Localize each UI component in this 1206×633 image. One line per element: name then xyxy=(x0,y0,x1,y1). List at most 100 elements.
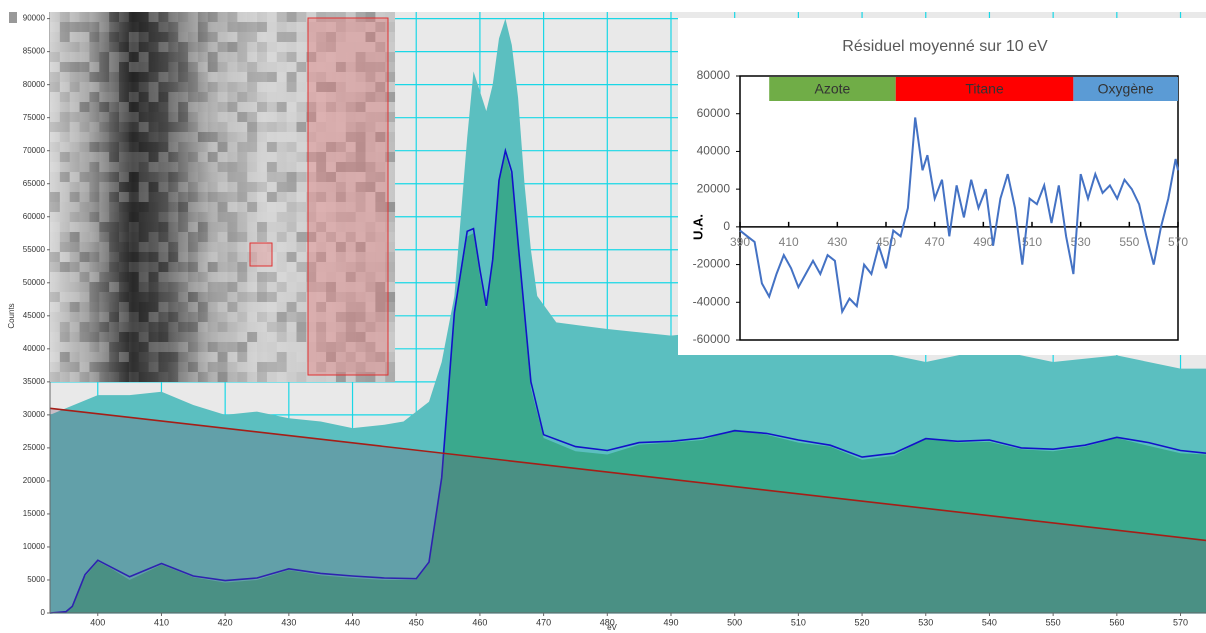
map-pixel xyxy=(59,72,70,82)
map-pixel xyxy=(266,172,277,182)
map-pixel xyxy=(335,42,346,52)
map-pixel xyxy=(277,142,287,152)
map-pixel xyxy=(149,322,159,332)
map-pixel xyxy=(257,22,267,32)
map-pixel xyxy=(306,362,317,372)
spectrum-line xyxy=(49,147,1206,614)
map-pixel xyxy=(188,272,198,282)
map-pixel xyxy=(70,162,80,172)
map-pixel xyxy=(79,222,90,232)
map-pixel xyxy=(138,262,149,272)
map-pixel xyxy=(355,102,366,112)
map-pixel xyxy=(375,282,386,292)
x-tick-label: 470 xyxy=(536,617,551,627)
map-pixel xyxy=(345,12,356,22)
band xyxy=(895,77,1074,101)
map-pixel xyxy=(138,352,149,362)
map-pixel xyxy=(69,132,80,142)
map-pixel xyxy=(207,342,218,352)
map-pixel xyxy=(296,292,307,302)
map-pixel xyxy=(335,342,346,352)
map-pixel xyxy=(168,252,179,262)
y-tick-label: 0 xyxy=(723,219,730,233)
map-pixel xyxy=(266,22,277,32)
map-pixel xyxy=(267,372,277,382)
map-pixel xyxy=(138,282,149,292)
map-pixel xyxy=(207,272,218,282)
map-pixel xyxy=(99,292,110,302)
map-pixel xyxy=(306,292,317,302)
map-pixel xyxy=(316,232,327,242)
map-pixel xyxy=(276,322,287,332)
map-pixel xyxy=(119,302,129,312)
map-pixel xyxy=(326,162,336,172)
y-tick-label: 90000 xyxy=(23,14,46,23)
map-pixel xyxy=(109,332,120,342)
map-pixel xyxy=(257,52,267,62)
map-pixel xyxy=(266,302,277,312)
map-pixel xyxy=(168,82,179,92)
selection-region[interactable] xyxy=(307,17,389,376)
x-tick-label: 500 xyxy=(727,617,742,627)
map-pixel xyxy=(70,42,80,52)
selection-point[interactable] xyxy=(249,242,273,267)
map-pixel xyxy=(355,112,366,122)
map-pixel xyxy=(286,282,297,292)
map-pixel xyxy=(345,102,356,112)
map-pixel xyxy=(266,162,277,172)
y-tick-label: 45000 xyxy=(23,311,46,320)
scroll-marker[interactable] xyxy=(9,12,17,23)
map-pixel xyxy=(158,92,169,102)
map-pixel xyxy=(79,32,90,42)
map-pixel xyxy=(188,132,198,142)
map-pixel xyxy=(89,122,100,132)
map-pixel xyxy=(345,302,356,312)
map-pixel xyxy=(197,102,208,112)
x-tick-label: 430 xyxy=(827,235,847,249)
map-pixel xyxy=(385,12,396,22)
map-pixel xyxy=(60,222,70,232)
map-pixel xyxy=(237,132,247,142)
map-pixel xyxy=(345,342,356,352)
map-pixel xyxy=(109,362,120,372)
map-pixel xyxy=(296,142,307,152)
map-pixel xyxy=(257,72,267,82)
map-pixel xyxy=(257,222,267,232)
map-pixel xyxy=(217,112,228,122)
map-pixel xyxy=(59,232,70,242)
map-pixel xyxy=(99,22,110,32)
map-pixel xyxy=(306,182,317,192)
x-tick-label: 420 xyxy=(218,617,233,627)
map-pixel xyxy=(286,12,297,22)
map-pixel xyxy=(227,52,237,62)
map-pixel xyxy=(168,122,179,132)
map-pixel xyxy=(227,232,238,242)
map-pixel xyxy=(267,352,277,362)
map-pixel xyxy=(148,312,159,322)
map-pixel xyxy=(50,352,60,362)
map-pixel xyxy=(59,242,70,252)
map-pixel xyxy=(119,312,129,322)
map-pixel xyxy=(217,142,228,152)
map-pixel xyxy=(208,172,218,182)
map-pixel xyxy=(296,132,307,142)
map-pixel xyxy=(128,192,139,202)
map-pixel xyxy=(375,162,386,172)
map-pixel xyxy=(316,242,327,252)
map-pixel xyxy=(217,302,228,312)
map-pixel xyxy=(306,322,317,332)
map-pixel xyxy=(89,352,100,362)
map-pixel xyxy=(286,242,297,252)
map-pixel xyxy=(286,332,297,342)
map-pixel xyxy=(335,332,346,342)
map-pixel xyxy=(128,122,139,132)
map-pixel xyxy=(168,112,179,122)
map-pixel xyxy=(129,22,139,32)
map-pixel xyxy=(89,372,100,382)
map-pixel xyxy=(109,222,120,232)
map-pixel xyxy=(345,152,356,162)
map-pixel xyxy=(266,182,277,192)
map-pixel xyxy=(50,162,60,172)
map-pixel xyxy=(316,192,327,202)
map-pixel xyxy=(89,362,100,372)
